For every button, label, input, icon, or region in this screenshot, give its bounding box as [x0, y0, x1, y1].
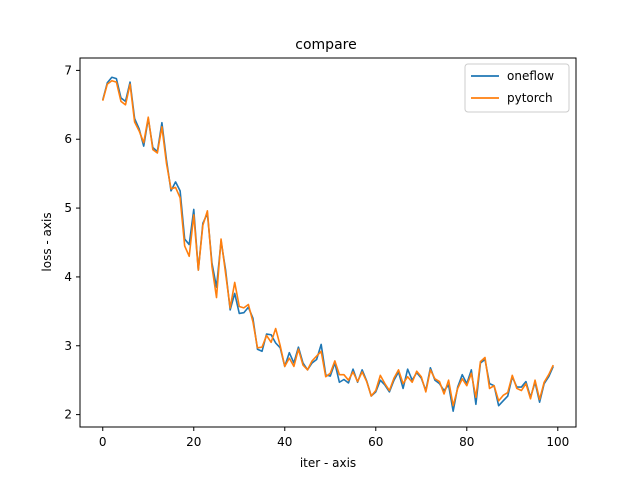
plot-frame: [79, 57, 577, 428]
y-axis-label: loss - axis: [40, 212, 54, 271]
y-tick-label: 3: [64, 339, 72, 353]
x-tick-label: 100: [546, 435, 569, 449]
y-tick-label: 2: [64, 408, 72, 422]
chart-title: compare: [295, 37, 356, 53]
y-tick-label: 4: [64, 270, 72, 284]
x-tick-label: 0: [99, 435, 107, 449]
y-axis: 2 3 4 5 6 7: [64, 63, 80, 422]
legend: oneflow pytorch: [464, 63, 570, 113]
x-tick-label: 40: [277, 435, 292, 449]
y-tick-label: 5: [64, 201, 72, 215]
series-line-pytorch: [101, 79, 554, 407]
x-axis-label: iter - axis: [300, 456, 356, 470]
legend-label-oneflow: oneflow: [507, 69, 554, 83]
series-layer: [101, 76, 554, 412]
x-tick-label: 80: [459, 435, 474, 449]
x-axis: 0 20 40 60 80 100: [99, 427, 569, 449]
y-tick-label: 7: [64, 63, 72, 77]
y-tick-label: 6: [64, 132, 72, 146]
legend-label-pytorch: pytorch: [507, 91, 553, 105]
x-tick-label: 20: [186, 435, 201, 449]
x-tick-label: 60: [368, 435, 383, 449]
